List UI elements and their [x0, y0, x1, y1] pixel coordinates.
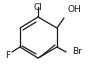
Text: OH: OH — [68, 5, 82, 14]
Text: Cl: Cl — [34, 3, 42, 12]
Text: Br: Br — [72, 48, 82, 57]
Text: F: F — [5, 52, 10, 61]
